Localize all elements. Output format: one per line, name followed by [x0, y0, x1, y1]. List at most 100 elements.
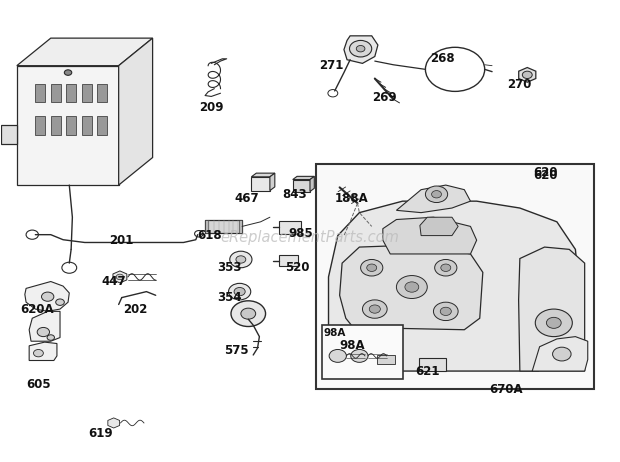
- Text: eReplacementParts.com: eReplacementParts.com: [221, 231, 399, 245]
- Polygon shape: [344, 36, 378, 63]
- Text: 620: 620: [533, 166, 558, 179]
- Text: 98A: 98A: [340, 339, 365, 353]
- Circle shape: [241, 308, 255, 319]
- Text: 621: 621: [415, 365, 440, 377]
- Circle shape: [37, 328, 50, 337]
- Polygon shape: [278, 255, 298, 267]
- Polygon shape: [66, 116, 76, 134]
- Polygon shape: [29, 342, 57, 360]
- Text: 520: 520: [285, 261, 310, 274]
- Text: 467: 467: [235, 192, 259, 205]
- Circle shape: [366, 264, 377, 272]
- Text: 353: 353: [218, 261, 242, 274]
- Polygon shape: [17, 38, 153, 66]
- Bar: [322, 325, 402, 379]
- Circle shape: [432, 191, 441, 198]
- Polygon shape: [97, 84, 107, 103]
- Text: 271: 271: [319, 59, 343, 72]
- Text: 98A: 98A: [324, 328, 346, 338]
- Circle shape: [116, 274, 123, 280]
- Polygon shape: [25, 281, 69, 311]
- Polygon shape: [310, 176, 314, 192]
- Circle shape: [425, 186, 448, 202]
- Bar: [205, 220, 242, 233]
- Polygon shape: [205, 220, 208, 233]
- Polygon shape: [518, 247, 585, 371]
- Polygon shape: [293, 176, 314, 180]
- Polygon shape: [1, 125, 17, 144]
- Text: 269: 269: [372, 91, 396, 104]
- Bar: [377, 355, 395, 364]
- Circle shape: [42, 292, 54, 301]
- Polygon shape: [251, 173, 275, 177]
- Polygon shape: [340, 245, 483, 330]
- Polygon shape: [17, 66, 118, 185]
- Circle shape: [329, 349, 347, 362]
- Polygon shape: [329, 201, 582, 371]
- Polygon shape: [270, 173, 275, 191]
- Polygon shape: [532, 337, 588, 371]
- Text: 843: 843: [282, 188, 307, 201]
- Circle shape: [396, 275, 427, 298]
- Polygon shape: [82, 84, 92, 103]
- Text: 209: 209: [199, 101, 223, 114]
- Polygon shape: [279, 221, 301, 234]
- Circle shape: [234, 287, 245, 296]
- Polygon shape: [35, 116, 45, 134]
- Polygon shape: [383, 217, 477, 254]
- Text: 188A: 188A: [335, 192, 368, 205]
- Text: 270: 270: [508, 78, 532, 91]
- Text: 201: 201: [109, 234, 134, 247]
- Text: 985: 985: [288, 227, 313, 240]
- Polygon shape: [97, 116, 107, 134]
- Text: 618: 618: [198, 229, 223, 242]
- Circle shape: [47, 335, 55, 340]
- Circle shape: [433, 302, 458, 321]
- Circle shape: [229, 283, 250, 300]
- Polygon shape: [113, 271, 127, 283]
- Circle shape: [552, 347, 571, 361]
- Polygon shape: [108, 418, 120, 428]
- Polygon shape: [519, 67, 536, 82]
- Polygon shape: [418, 358, 446, 371]
- Circle shape: [440, 307, 451, 316]
- Text: 575: 575: [224, 344, 248, 357]
- Polygon shape: [293, 180, 310, 192]
- Polygon shape: [66, 84, 76, 103]
- Text: 447: 447: [102, 275, 126, 288]
- Circle shape: [351, 349, 368, 362]
- Polygon shape: [118, 38, 153, 185]
- Circle shape: [370, 305, 380, 313]
- Circle shape: [64, 70, 72, 75]
- Text: 670A: 670A: [489, 383, 523, 396]
- Polygon shape: [35, 84, 45, 103]
- Circle shape: [230, 251, 252, 268]
- Circle shape: [546, 317, 561, 328]
- Circle shape: [56, 299, 64, 305]
- Circle shape: [356, 45, 365, 52]
- Circle shape: [33, 349, 43, 357]
- Circle shape: [405, 282, 418, 292]
- Text: 619: 619: [88, 426, 112, 439]
- Circle shape: [363, 300, 387, 318]
- Circle shape: [350, 40, 372, 57]
- Text: 605: 605: [26, 378, 51, 391]
- Text: 354: 354: [218, 291, 242, 304]
- Circle shape: [231, 301, 265, 327]
- Polygon shape: [51, 116, 61, 134]
- Polygon shape: [335, 184, 345, 188]
- Circle shape: [435, 260, 457, 276]
- Polygon shape: [420, 217, 458, 236]
- Text: 268: 268: [430, 52, 455, 65]
- Polygon shape: [82, 116, 92, 134]
- Text: 202: 202: [123, 303, 148, 316]
- Bar: [316, 164, 594, 389]
- Polygon shape: [251, 177, 270, 191]
- Text: 620: 620: [533, 170, 558, 182]
- Circle shape: [535, 309, 572, 337]
- Circle shape: [441, 264, 451, 272]
- Text: 620A: 620A: [20, 303, 53, 316]
- Circle shape: [522, 71, 532, 79]
- Polygon shape: [396, 185, 471, 213]
- Circle shape: [361, 260, 383, 276]
